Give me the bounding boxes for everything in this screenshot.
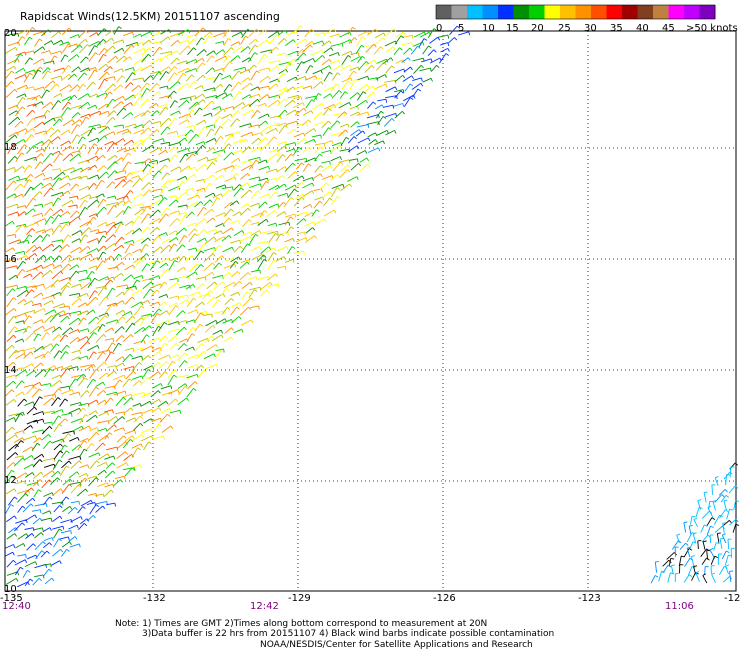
legend-swatch	[699, 5, 716, 19]
longitude-label: -135	[0, 593, 23, 604]
legend-swatch	[436, 5, 452, 19]
legend-label: 45	[662, 23, 675, 34]
legend-label: 25	[558, 23, 571, 34]
legend-label: 0	[436, 23, 442, 34]
latitude-label: 18	[4, 142, 17, 153]
legend-label: 10	[482, 23, 495, 34]
legend-swatch	[637, 5, 654, 19]
legend-label: 15	[506, 23, 519, 34]
legend-swatch	[467, 5, 483, 19]
legend-label: 40	[636, 23, 649, 34]
map-title: Rapidscat Winds(12.5KM) 20151107 ascendi…	[20, 10, 280, 23]
legend-label: 35	[610, 23, 623, 34]
legend-swatch	[575, 5, 592, 19]
legend-label: 5	[458, 23, 464, 34]
lat-lon-grid	[5, 31, 736, 591]
wind-barbs	[4, 25, 740, 588]
time-label: 12:42	[250, 601, 279, 612]
longitude-label: -120	[724, 593, 740, 604]
longitude-label: -132	[143, 593, 166, 604]
longitude-label: -126	[433, 593, 456, 604]
latitude-label: 16	[4, 254, 17, 265]
longitude-label: -123	[578, 593, 601, 604]
legend-swatch	[451, 5, 468, 19]
legend-swatch	[684, 5, 700, 19]
latitude-label: 20	[4, 28, 17, 39]
note-line-3: NOAA/NESDIS/Center for Satellite Applica…	[260, 640, 533, 650]
note-line-2: 3)Data buffer is 22 hrs from 20151107 4)…	[142, 629, 554, 639]
legend-swatch	[544, 5, 561, 19]
legend-swatch	[498, 5, 514, 19]
latitude-label: 12	[4, 475, 17, 486]
latitude-label: 10	[4, 584, 17, 595]
legend-label: 20	[531, 23, 544, 34]
map-frame	[4, 30, 737, 592]
legend-swatch	[622, 5, 638, 19]
time-label: 12:40	[2, 601, 31, 612]
legend-swatch	[606, 5, 623, 19]
legend-swatch	[591, 5, 607, 19]
latitude-label: 14	[4, 365, 17, 376]
legend-label: 30	[584, 23, 597, 34]
legend-swatch	[653, 5, 669, 19]
legend-swatch	[513, 5, 530, 19]
longitude-label: -129	[288, 593, 311, 604]
legend-swatch	[482, 5, 499, 19]
legend-label: >50 knots	[686, 23, 738, 34]
note-line-1: Note: 1) Times are GMT 2)Times along bot…	[115, 619, 487, 629]
axis-labels: 20 18 16 14 12 10-135 -132 -129 -126 -123 -120	[0, 28, 740, 604]
time-label: 11:06	[665, 601, 694, 612]
wind-speed-legend: 0 5 10 15 20 25 30 35 40 45 >50 knots	[435, 4, 738, 34]
legend-swatch	[529, 5, 545, 19]
legend-swatch	[668, 5, 685, 19]
legend-swatch	[560, 5, 576, 19]
